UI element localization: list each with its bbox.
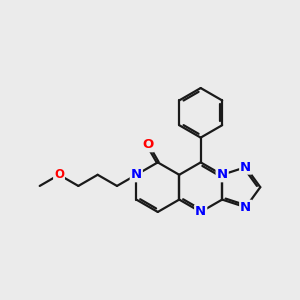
Text: N: N — [240, 160, 251, 174]
Text: N: N — [195, 206, 206, 218]
Text: N: N — [217, 168, 228, 181]
Text: O: O — [54, 168, 64, 181]
Text: O: O — [142, 138, 153, 151]
Text: N: N — [131, 168, 142, 181]
Text: N: N — [240, 201, 251, 214]
